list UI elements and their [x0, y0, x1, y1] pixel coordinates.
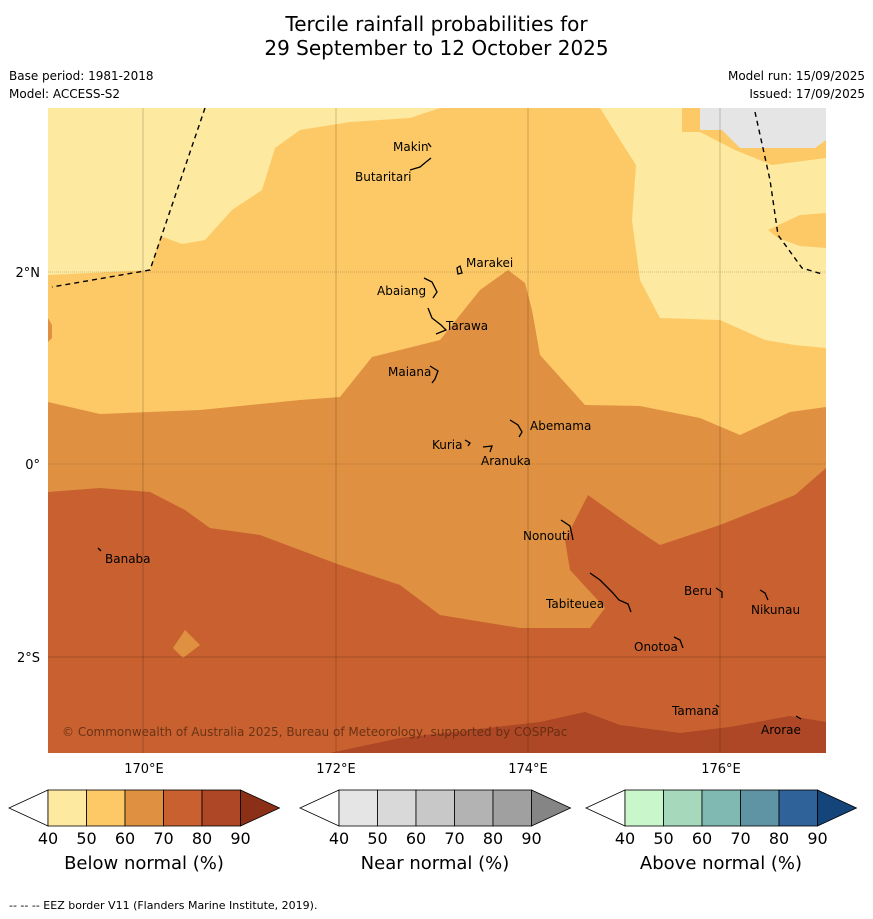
lon-label-174e: 174°E: [508, 762, 548, 777]
label-marakei: Marakei: [466, 256, 513, 270]
place-labels: Makin Butaritari Marakei Abaiang Tarawa …: [105, 140, 801, 737]
lon-label-172e: 172°E: [316, 762, 356, 777]
label-butaritari: Butaritari: [355, 170, 412, 184]
longitude-labels: 170°E 172°E 174°E 176°E: [124, 762, 741, 777]
model-run-text: Model run: 15/09/2025: [727, 69, 865, 83]
legend-title-near: Near normal (%): [360, 853, 510, 874]
above-legend-low-arrow: [585, 789, 626, 827]
near-legend-high-arrow: [531, 789, 572, 827]
probability-layers: [48, 108, 826, 753]
below-legend-swatch: [47, 789, 87, 827]
near-legend-swatch: [492, 789, 532, 827]
label-tarawa: Tarawa: [445, 319, 488, 333]
above-legend-tick: 80: [769, 829, 789, 848]
below-legend-swatch: [124, 789, 164, 827]
above-legend-swatch: [701, 789, 741, 827]
above-legend-tick: 70: [730, 829, 750, 848]
near-legend-swatch: [415, 789, 455, 827]
near-legend-tick: 80: [483, 829, 503, 848]
label-nikunau: Nikunau: [751, 603, 800, 617]
layer-80-90: [330, 712, 826, 753]
lon-label-176e: 176°E: [701, 762, 741, 777]
near-legend-tick: 40: [329, 829, 349, 848]
copyright-text: © Commonwealth of Australia 2025, Bureau…: [62, 725, 567, 739]
below-legend-tick: 40: [38, 829, 58, 848]
near-legend-swatch: [377, 789, 417, 827]
issued-text: Issued: 17/09/2025: [749, 87, 865, 101]
layer-60-70-patch: [173, 630, 200, 658]
above-legend-tick: 50: [653, 829, 673, 848]
below-legend-tick: 80: [192, 829, 212, 848]
title-line-2: 29 September to 12 October 2025: [264, 36, 609, 60]
eez-borders: [51, 107, 823, 288]
island-outlines: [97, 142, 802, 720]
lat-label-2n: 2°N: [16, 266, 41, 281]
metadata-right: Model run: 15/09/2025 Issued: 17/09/2025: [728, 67, 865, 103]
below-legend-swatch: [201, 789, 241, 827]
base-period-text: Base period: 1981-2018: [9, 69, 154, 83]
label-abaiang: Abaiang: [377, 284, 426, 298]
lon-label-170e: 170°E: [124, 762, 164, 777]
below-legend-tick: 60: [115, 829, 135, 848]
label-maiana: Maiana: [388, 365, 431, 379]
label-aranuka: Aranuka: [481, 454, 531, 468]
metadata-left: Base period: 1981-2018 Model: ACCESS-S2: [9, 67, 154, 103]
above-legend-tick: 90: [807, 829, 827, 848]
layer-60-70-edge: [48, 318, 52, 342]
label-kuria: Kuria: [432, 438, 463, 452]
layer-70-80: [48, 468, 826, 753]
near-legend-tick: 90: [521, 829, 541, 848]
below-legend-tick: 50: [76, 829, 96, 848]
label-beru: Beru: [684, 584, 712, 598]
model-text: Model: ACCESS-S2: [9, 87, 121, 101]
layer-40-50-east: [600, 108, 826, 348]
label-tamana: Tamana: [671, 704, 719, 718]
lat-label-2s: 2°S: [17, 651, 40, 666]
below-legend-swatch: [163, 789, 203, 827]
map-title: Tercile rainfall probabilities for 29 Se…: [0, 12, 873, 60]
above-legend-tick: 60: [692, 829, 712, 848]
near-legend-tick: 50: [367, 829, 387, 848]
layer-50-60-east-patch: [768, 213, 826, 248]
near-legend-low-arrow: [299, 789, 340, 827]
above-legend-swatch: [624, 789, 664, 827]
below-legend-tick: 70: [153, 829, 173, 848]
label-tabiteuea: Tabiteuea: [545, 597, 604, 611]
below-legend-low-arrow: [8, 789, 49, 827]
near-legend-swatch: [454, 789, 494, 827]
near-legend-tick: 70: [444, 829, 464, 848]
above-legend-high-arrow: [817, 789, 858, 827]
title-line-1: Tercile rainfall probabilities for: [285, 12, 588, 36]
near-normal-patch: [700, 108, 826, 148]
colorbar-legends: 40 50 60 70 80 90 40 50 60 70 80 90 40 50 60 70 80 90: [8, 789, 858, 848]
below-legend-tick: 90: [230, 829, 250, 848]
below-legend-high-arrow: [240, 789, 281, 827]
legend-title-below: Below normal (%): [64, 853, 224, 874]
eez-footnote: -- -- -- EEZ border V11 (Flanders Marine…: [9, 899, 318, 912]
below-legend-swatch: [86, 789, 126, 827]
near-legend-tick: 60: [406, 829, 426, 848]
label-banaba: Banaba: [105, 552, 151, 566]
lat-label-0: 0°: [25, 458, 40, 473]
near-legend-swatch: [338, 789, 378, 827]
above-legend-tick: 40: [615, 829, 635, 848]
legend-title-above: Above normal (%): [639, 853, 803, 874]
above-legend-swatch: [778, 789, 818, 827]
latitude-labels: 2°N 0° 2°S: [16, 266, 41, 666]
label-onotoa: Onotoa: [634, 640, 678, 654]
label-nonouti: Nonouti: [523, 529, 570, 543]
above-legend-swatch: [663, 789, 703, 827]
label-arorae: Arorae: [761, 723, 801, 737]
gridlines: [48, 108, 826, 753]
layer-40-50-north: [48, 108, 440, 244]
label-makin: Makin: [393, 140, 429, 154]
label-abemama: Abemama: [530, 419, 591, 433]
above-legend-swatch: [740, 789, 780, 827]
